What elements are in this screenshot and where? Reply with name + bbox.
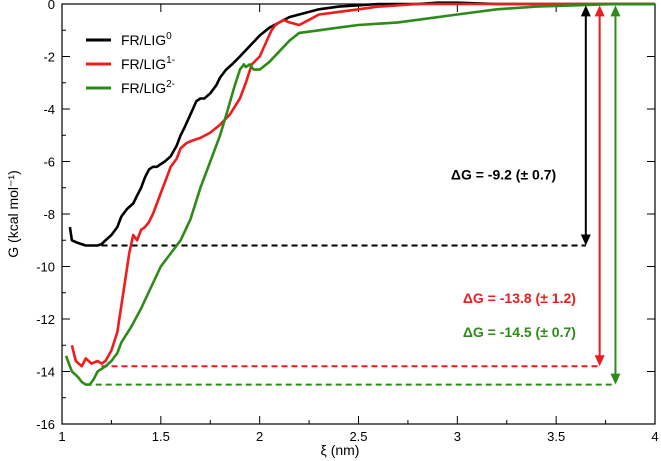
- delta-g-annotation: ΔG = -14.5 (± 0.7): [463, 324, 576, 340]
- delta-g-annotation: ΔG = -9.2 (± 0.7): [451, 167, 556, 183]
- x-tick-label: 1.5: [152, 429, 170, 444]
- y-tick-label: -10: [36, 260, 55, 275]
- series-line: [64, 2, 655, 386]
- legend-label: FR/LIG1-: [121, 55, 175, 72]
- baselines: [85, 244, 616, 386]
- series-line: [68, 1, 655, 247]
- arrow-head-down: [580, 234, 591, 246]
- y-tick-label: -2: [43, 50, 55, 65]
- y-tick-label: 0: [48, 0, 55, 12]
- y-tick-label: -8: [43, 207, 55, 222]
- x-axis-title: ξ (nm): [321, 442, 360, 458]
- y-axis-ticks: 0 -2 -4 -6 -8 -10 -12 -14 -16: [36, 0, 655, 432]
- annotations: ΔG = -9.2 (± 0.7) ΔG = -13.8 (± 1.2) ΔG = …: [451, 167, 576, 341]
- delta-g-annotation: ΔG = -13.8 (± 1.2): [463, 290, 576, 306]
- y-tick-label: -14: [36, 365, 55, 380]
- y-tick-label: -12: [36, 312, 55, 327]
- arrow-head-down: [594, 355, 605, 367]
- series-lines: [64, 1, 655, 386]
- y-axis-title: G (kcal mol⁻¹): [5, 170, 21, 258]
- x-tick-label: 1: [58, 429, 65, 444]
- legend: FR/LIG0 FR/LIG1- FR/LIG2-: [86, 31, 175, 96]
- y-tick-label: -4: [43, 102, 55, 117]
- delta-arrows: [580, 5, 621, 385]
- x-tick-label: 2.5: [349, 429, 367, 444]
- arrow-head-down: [610, 373, 621, 385]
- legend-label: FR/LIG0: [121, 31, 172, 48]
- x-tick-label: 4: [651, 429, 658, 444]
- legend-label: FR/LIG2-: [121, 79, 175, 96]
- arrow-head-up: [594, 5, 605, 17]
- arrow-head-up: [610, 5, 621, 17]
- y-tick-label: -6: [43, 155, 55, 170]
- y-tick-label: -16: [36, 417, 55, 432]
- series-line: [70, 2, 655, 368]
- arrow-head-up: [580, 5, 591, 17]
- x-tick-label: 2: [256, 429, 263, 444]
- x-tick-label: 3.5: [547, 429, 565, 444]
- x-tick-label: 3: [454, 429, 461, 444]
